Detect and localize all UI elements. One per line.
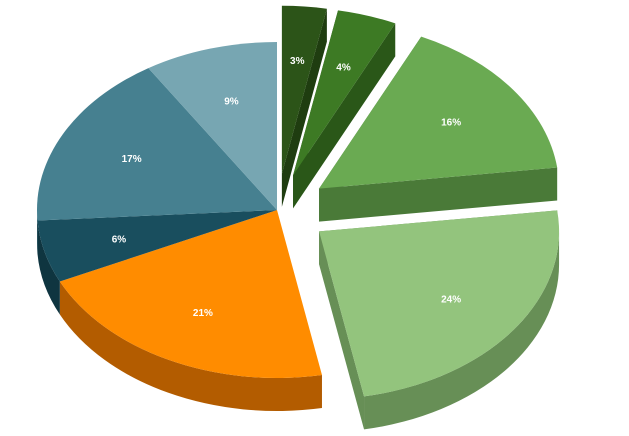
slice-top-2 (319, 36, 558, 189)
slice-tops (36, 5, 560, 397)
slice-cut-wall-2-1 (319, 167, 558, 222)
slice-top-6 (36, 68, 277, 221)
slice-side-5 (37, 220, 60, 315)
slice-top-1 (293, 10, 396, 176)
slice-cut-wall-1-1 (293, 23, 396, 209)
slice-label-7: 9% (224, 96, 239, 107)
slice-top-3 (319, 210, 560, 397)
slice-side-4 (59, 281, 322, 411)
slice-label-6: 17% (122, 154, 142, 165)
slice-label-2: 16% (441, 117, 461, 128)
slice-label-1: 4% (336, 63, 351, 74)
slice-side-3 (364, 231, 560, 430)
slice-top-0 (281, 5, 327, 174)
slice-top-7 (148, 42, 277, 210)
slice-label-3: 24% (441, 295, 461, 306)
slice-cut-wall-0-1 (281, 8, 327, 207)
slice-top-5 (37, 210, 277, 282)
slice-labels: 3% 4% 16% 24% 21% 6% 17% 9% (112, 56, 462, 319)
slice-cut-wall-3-1 (319, 231, 365, 430)
slice-label-0: 3% (290, 56, 305, 67)
slice-label-4: 21% (193, 308, 213, 319)
slice-label-5: 6% (112, 234, 127, 245)
slice-top-4 (59, 210, 322, 378)
